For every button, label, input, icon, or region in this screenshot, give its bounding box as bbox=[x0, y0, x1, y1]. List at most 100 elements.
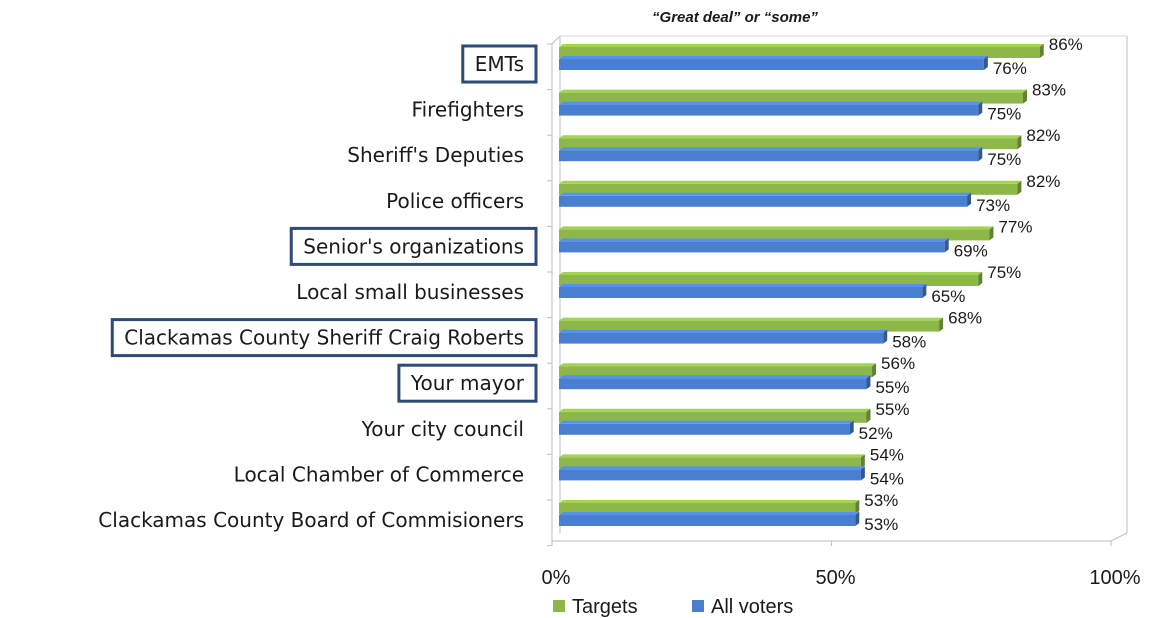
bar-top-face bbox=[559, 408, 871, 412]
bar-all-voters bbox=[559, 423, 850, 435]
value-label: 75% bbox=[987, 105, 1021, 124]
bar-all-voters bbox=[559, 150, 979, 162]
bar-all-voters bbox=[559, 59, 984, 70]
bar-top-face bbox=[559, 454, 865, 458]
bar-side-face bbox=[855, 500, 860, 514]
bar-side-face bbox=[1017, 180, 1022, 195]
bar-top-face bbox=[559, 363, 877, 367]
category-label: Your city council bbox=[361, 417, 524, 441]
value-label: 68% bbox=[948, 309, 982, 328]
value-label: 76% bbox=[993, 59, 1027, 78]
bar-top-face bbox=[559, 238, 949, 242]
bar-side-face bbox=[860, 466, 865, 481]
bar-side-face bbox=[1022, 89, 1027, 104]
bar-targets bbox=[559, 275, 979, 286]
bar-side-face bbox=[922, 284, 927, 298]
bar-all-voters bbox=[559, 104, 979, 116]
value-label: 56% bbox=[881, 354, 915, 373]
bar-targets bbox=[559, 366, 873, 378]
bar-all-voters bbox=[559, 378, 867, 390]
bar-top-face bbox=[559, 56, 988, 59]
bar-all-voters bbox=[559, 332, 884, 344]
bar-all-voters bbox=[559, 515, 856, 526]
legend-label: Targets bbox=[572, 596, 638, 618]
highlight-box bbox=[289, 226, 538, 266]
value-label: 65% bbox=[931, 287, 965, 306]
bar-side-face bbox=[866, 408, 871, 423]
bar-top-face bbox=[559, 44, 1044, 47]
bar-side-face bbox=[1017, 135, 1022, 150]
bar-targets bbox=[559, 503, 856, 514]
bar-targets bbox=[559, 92, 1023, 104]
bar-side-face bbox=[883, 329, 888, 344]
category-label: Senior's organizations bbox=[303, 234, 524, 258]
category-label: Local small businesses bbox=[296, 280, 524, 304]
bar-side-face bbox=[978, 147, 983, 162]
bar-top-face bbox=[559, 420, 854, 424]
chart-subtitle: “Great deal” or “some” bbox=[652, 9, 818, 26]
x-tick-label: 100% bbox=[1089, 567, 1140, 589]
legend: Targets All voters bbox=[553, 596, 793, 618]
bar-side-face bbox=[978, 101, 983, 116]
x-tick-label: 50% bbox=[815, 567, 855, 589]
bar-top-face bbox=[559, 101, 983, 105]
bar-side-face bbox=[944, 238, 949, 253]
category-label: Clackamas County Board of Commisioners bbox=[98, 508, 524, 532]
value-label: 75% bbox=[987, 263, 1021, 282]
value-label: 55% bbox=[875, 400, 909, 419]
legend-swatch bbox=[692, 600, 704, 612]
highlight-box bbox=[397, 363, 538, 403]
bar-side-face bbox=[855, 512, 860, 526]
value-label: 73% bbox=[976, 196, 1010, 215]
legend-swatch bbox=[553, 600, 565, 612]
bar-top-face bbox=[559, 317, 944, 321]
value-label: 83% bbox=[1032, 81, 1066, 100]
value-label: 82% bbox=[1026, 126, 1060, 145]
category-label: Local Chamber of Commerce bbox=[234, 462, 524, 486]
bar-targets bbox=[559, 47, 1040, 58]
back-wall-edge bbox=[551, 35, 561, 541]
value-label: 77% bbox=[998, 217, 1032, 236]
x-axis: 0% 50% 100% bbox=[542, 541, 1141, 589]
value-label: 58% bbox=[892, 333, 926, 352]
bar-side-face bbox=[1039, 44, 1044, 58]
bar-side-face bbox=[872, 363, 877, 378]
bar-side-face bbox=[939, 317, 944, 332]
category-label: Firefighters bbox=[412, 98, 524, 122]
x-tick-label: 0% bbox=[542, 567, 571, 589]
bar-side-face bbox=[849, 420, 854, 435]
value-label: 75% bbox=[987, 150, 1021, 169]
bar-targets bbox=[559, 411, 867, 423]
bar-top-face bbox=[559, 375, 871, 379]
highlight-box bbox=[110, 318, 538, 358]
value-label: 55% bbox=[875, 378, 909, 397]
bar-all-voters bbox=[559, 287, 923, 298]
category-label: Police officers bbox=[386, 189, 524, 213]
bar-targets bbox=[559, 138, 1018, 150]
bar-top-face bbox=[559, 272, 983, 275]
value-label: 69% bbox=[954, 241, 988, 260]
bar-side-face bbox=[989, 226, 994, 241]
value-label: 82% bbox=[1026, 172, 1060, 191]
highlight-boxes bbox=[110, 44, 538, 403]
bar-top-face bbox=[559, 226, 994, 230]
bar-top-face bbox=[559, 192, 972, 196]
bar-targets bbox=[559, 229, 990, 241]
bar-side-face bbox=[978, 272, 983, 286]
bar-side-face bbox=[860, 454, 865, 469]
bar-top-face bbox=[559, 284, 927, 287]
bar-targets bbox=[559, 457, 861, 469]
category-label: Your mayor bbox=[410, 371, 525, 395]
bar-top-face bbox=[559, 135, 1022, 139]
bar-top-face bbox=[559, 89, 1027, 93]
bar-top-face bbox=[559, 180, 1022, 184]
bar-top-face bbox=[559, 500, 860, 503]
category-labels: EMTs Firefighters Sheriff's Deputies Police… bbox=[98, 52, 524, 532]
bar-side-face bbox=[983, 56, 988, 70]
category-label: Sheriff's Deputies bbox=[347, 143, 524, 167]
value-label: 53% bbox=[864, 491, 898, 510]
bar-top-face bbox=[559, 147, 983, 151]
bar-side-face bbox=[866, 375, 871, 390]
bar-targets bbox=[559, 320, 940, 332]
